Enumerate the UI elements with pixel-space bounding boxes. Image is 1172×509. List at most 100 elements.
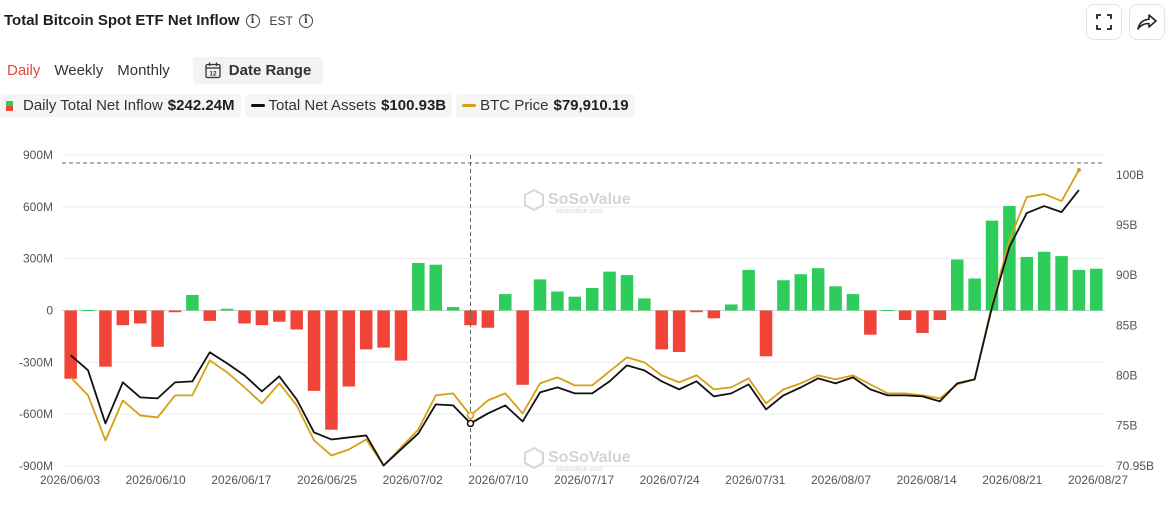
y-right-tick-label: 75B (1116, 418, 1137, 432)
y-left-tick-label: 0 (46, 304, 53, 318)
y-left-tick-label: 300M (23, 252, 53, 266)
assets-hover-point (466, 419, 475, 428)
inflow-bar (568, 296, 582, 311)
inflow-bar (846, 294, 860, 311)
inflow-bar (1037, 251, 1051, 311)
price-swatch (462, 104, 477, 107)
inflow-bar (916, 310, 929, 333)
inflow-bar (620, 275, 634, 311)
inflow-bar (273, 310, 286, 322)
y-left-tick-label: 600M (23, 200, 53, 214)
x-tick-label: 2026/06/03 (40, 473, 100, 487)
inflow-bar (533, 279, 547, 311)
x-tick-label: 2026/08/14 (897, 473, 957, 487)
chart-axes: 900M 600M 300M 0 -300M -600M -900M 100B 95B 90B 85… (19, 148, 1154, 487)
x-tick-label: 2026/07/24 (640, 473, 700, 487)
y-right-tick-label: 90B (1116, 268, 1137, 282)
inflow-bar (394, 310, 408, 361)
inflow-bar (220, 308, 234, 311)
inflow-bar (898, 310, 912, 321)
svg-text:sosovalue.com: sosovalue.com (556, 466, 603, 473)
x-tick-label: 2026/07/02 (383, 473, 443, 487)
x-tick-label: 2026/06/17 (211, 473, 271, 487)
inflow-bar (290, 310, 303, 330)
price-hover-point (466, 411, 475, 420)
tab-daily[interactable]: Daily (7, 62, 41, 79)
inflow-swatch (6, 100, 13, 111)
legend-assets-value: $100.93B (381, 97, 447, 114)
x-tick-label: 2026/08/07 (811, 473, 871, 487)
legend-price-label: BTC Price (480, 97, 549, 114)
total-net-assets-line (70, 189, 1080, 467)
inflow-bar (203, 310, 217, 321)
y-right-tick-label: 100B (1116, 168, 1144, 182)
timeframe-tabs: Daily Weekly Monthly 12 Date Range (0, 56, 324, 85)
timezone-info-icon[interactable]: i (298, 13, 313, 28)
inflow-bar (551, 291, 564, 311)
chart-title-row: Total Bitcoin Spot ETF Net Inflow i EST … (4, 12, 313, 29)
inflow-bar (377, 310, 390, 348)
inflow-bar (429, 264, 442, 311)
inflow-bar (968, 278, 981, 311)
y-left-tick-label: -600M (19, 407, 53, 421)
inflow-bar (864, 310, 877, 335)
btc-price-line (70, 169, 1080, 467)
inflow-bar (655, 310, 668, 350)
date-range-label: Date Range (228, 62, 312, 79)
inflow-bar (516, 310, 529, 385)
date-range-button[interactable]: 12 Date Range (192, 57, 324, 84)
series-lines (70, 155, 1081, 467)
svg-text:SoSoValue: SoSoValue (548, 191, 631, 208)
y-left-tick-label: -900M (19, 459, 53, 473)
svg-text:SoSoValue: SoSoValue (548, 449, 631, 466)
price-end-point (1076, 168, 1081, 173)
share-icon (1137, 14, 1157, 30)
inflow-bar (638, 298, 651, 311)
y-right-tick-label: 70.95B (1116, 459, 1154, 473)
y-left-tick-label: 900M (23, 148, 53, 162)
page-title: Total Bitcoin Spot ETF Net Inflow (4, 12, 240, 29)
inflow-bar (359, 310, 373, 350)
inflow-bar (603, 271, 616, 311)
inflow-bar (99, 310, 112, 367)
legend-inflow-label: Daily Total Net Inflow (23, 97, 163, 114)
legend-inflow-value: $242.24M (167, 97, 235, 114)
legend-item-assets[interactable]: Total Net Assets $100.93B (244, 94, 453, 117)
share-button[interactable] (1129, 4, 1165, 40)
y-left-tick-label: -300M (19, 355, 53, 369)
x-tick-label: 2026/06/10 (126, 473, 186, 487)
inflow-bar (585, 288, 599, 311)
calendar-icon: 12 (205, 62, 221, 79)
inflow-bar (985, 220, 999, 311)
inflow-bar (186, 294, 199, 311)
inflow-bar (742, 269, 755, 311)
inflow-bar (446, 307, 460, 311)
x-tick-label: 2026/07/17 (554, 473, 614, 487)
inflow-bar (794, 274, 808, 311)
tab-monthly[interactable]: Monthly (117, 62, 170, 79)
inflow-bar (829, 286, 842, 311)
y-right-tick-label: 85B (1116, 318, 1137, 332)
inflow-bar (725, 304, 738, 311)
tab-weekly[interactable]: Weekly (54, 62, 104, 79)
legend-item-inflow[interactable]: Daily Total Net Inflow $242.24M (0, 94, 241, 117)
inflow-bar (933, 310, 947, 321)
inflow-bar (777, 280, 790, 311)
timezone-label: EST (269, 13, 293, 28)
inflow-bar (481, 310, 495, 328)
svg-text:sosovalue.com: sosovalue.com (556, 208, 603, 215)
chart-gridlines (62, 154, 1105, 467)
legend-item-price[interactable]: BTC Price $79,910.19 (456, 94, 635, 117)
inflow-bar (151, 310, 164, 347)
x-tick-label: 2026/07/10 (468, 473, 528, 487)
inflow-bars (64, 205, 1103, 430)
inflow-bar (1090, 268, 1103, 311)
inflow-bar (759, 310, 773, 357)
fullscreen-button[interactable] (1086, 4, 1122, 40)
inflow-bar (133, 310, 147, 324)
info-icon[interactable]: i (245, 13, 260, 28)
inflow-bar (1020, 256, 1034, 311)
inflow-bar (1055, 256, 1068, 311)
inflow-bar (168, 310, 182, 313)
